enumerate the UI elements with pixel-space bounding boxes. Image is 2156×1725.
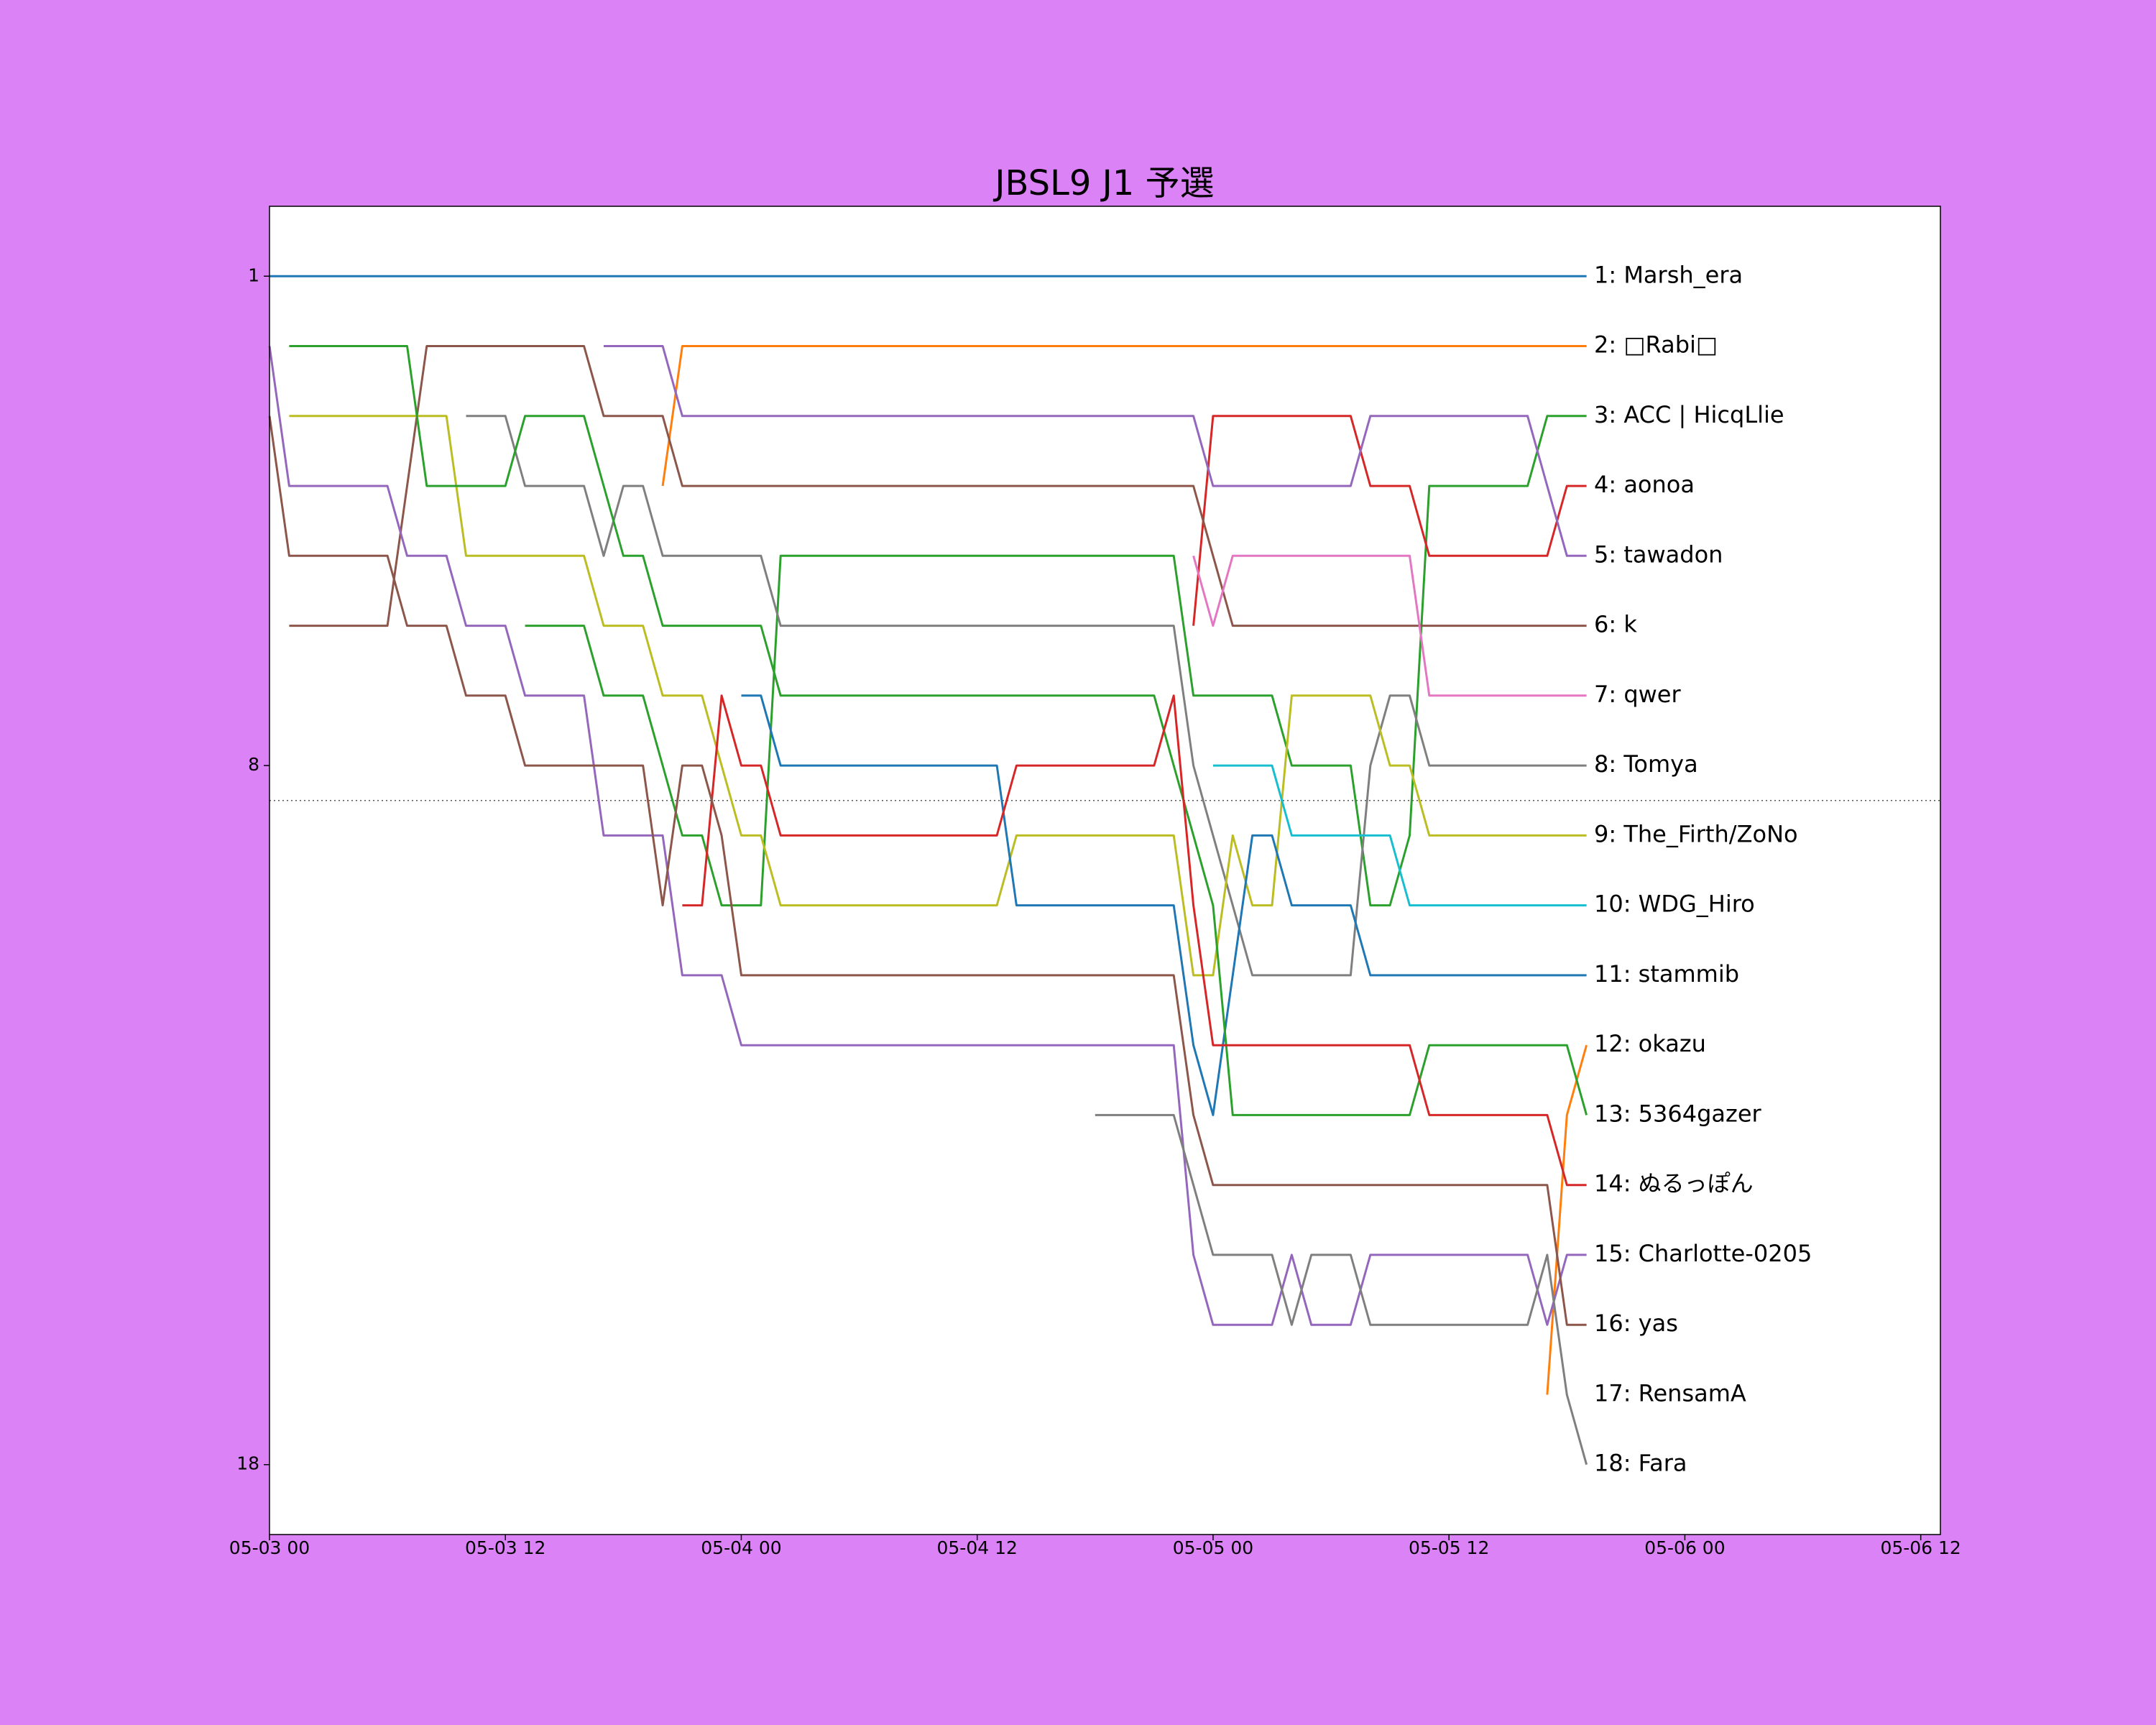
series-label: 10: WDG_Hiro xyxy=(1594,891,1755,918)
series-line xyxy=(604,345,1587,557)
x-tick-label: 05-03 00 xyxy=(229,1537,310,1558)
series-line xyxy=(525,415,1587,907)
x-tick-label: 05-06 00 xyxy=(1644,1537,1725,1558)
series-line xyxy=(1095,1113,1588,1466)
x-tick-label: 05-04 12 xyxy=(937,1537,1018,1558)
series-label: 7: qwer xyxy=(1594,681,1681,708)
series-label: 4: aonoa xyxy=(1594,471,1695,498)
series-label: 12: okazu xyxy=(1594,1030,1706,1057)
series-label: 18: Fara xyxy=(1594,1450,1687,1477)
series-label: 15: Charlotte-0205 xyxy=(1594,1240,1812,1267)
series-line xyxy=(1212,764,1587,907)
x-tick-label: 05-06 12 xyxy=(1880,1537,1961,1558)
series-label: 3: ACC | HicqLlie xyxy=(1594,401,1784,428)
y-tick-label: 1 xyxy=(248,264,259,285)
series-line xyxy=(1192,415,1587,626)
series-label: 9: The_Firth/ZoNo xyxy=(1594,820,1798,847)
series-label: 6: k xyxy=(1594,611,1637,638)
series-line xyxy=(268,346,1587,1326)
plot-area xyxy=(270,206,1940,1535)
series-label: 11: stammib xyxy=(1594,960,1739,988)
series-label: 16: yas xyxy=(1594,1310,1678,1337)
y-tick-label: 8 xyxy=(248,754,259,775)
series-label: 2: □Rabi□ xyxy=(1594,331,1718,359)
series-label: 14: ぬるっぽん xyxy=(1594,1170,1754,1197)
plot-frame xyxy=(269,206,1941,1535)
x-tick-label: 05-05 12 xyxy=(1409,1537,1489,1558)
series-line xyxy=(268,415,1587,1326)
y-tick-label: 18 xyxy=(236,1453,259,1474)
x-tick-label: 05-03 12 xyxy=(465,1537,545,1558)
series-line xyxy=(1192,554,1587,697)
series-label: 17: RensamA xyxy=(1594,1379,1746,1407)
series-line xyxy=(741,694,1587,1116)
chart-title: JBSL9 J1 予選 xyxy=(992,163,1214,203)
series-label: 1: Marsh_era xyxy=(1594,261,1743,288)
series-line xyxy=(682,694,1587,1187)
series-label: 8: Tomya xyxy=(1594,750,1698,778)
series-label: 5: tawadon xyxy=(1594,540,1723,568)
series-line xyxy=(289,345,1588,1116)
series-label: 13: 5364gazer xyxy=(1594,1100,1762,1127)
x-tick-label: 05-05 00 xyxy=(1173,1537,1253,1558)
series-line xyxy=(289,415,1587,977)
series-line xyxy=(466,415,1587,977)
x-tick-label: 05-04 00 xyxy=(701,1537,781,1558)
series-line xyxy=(289,345,1587,627)
